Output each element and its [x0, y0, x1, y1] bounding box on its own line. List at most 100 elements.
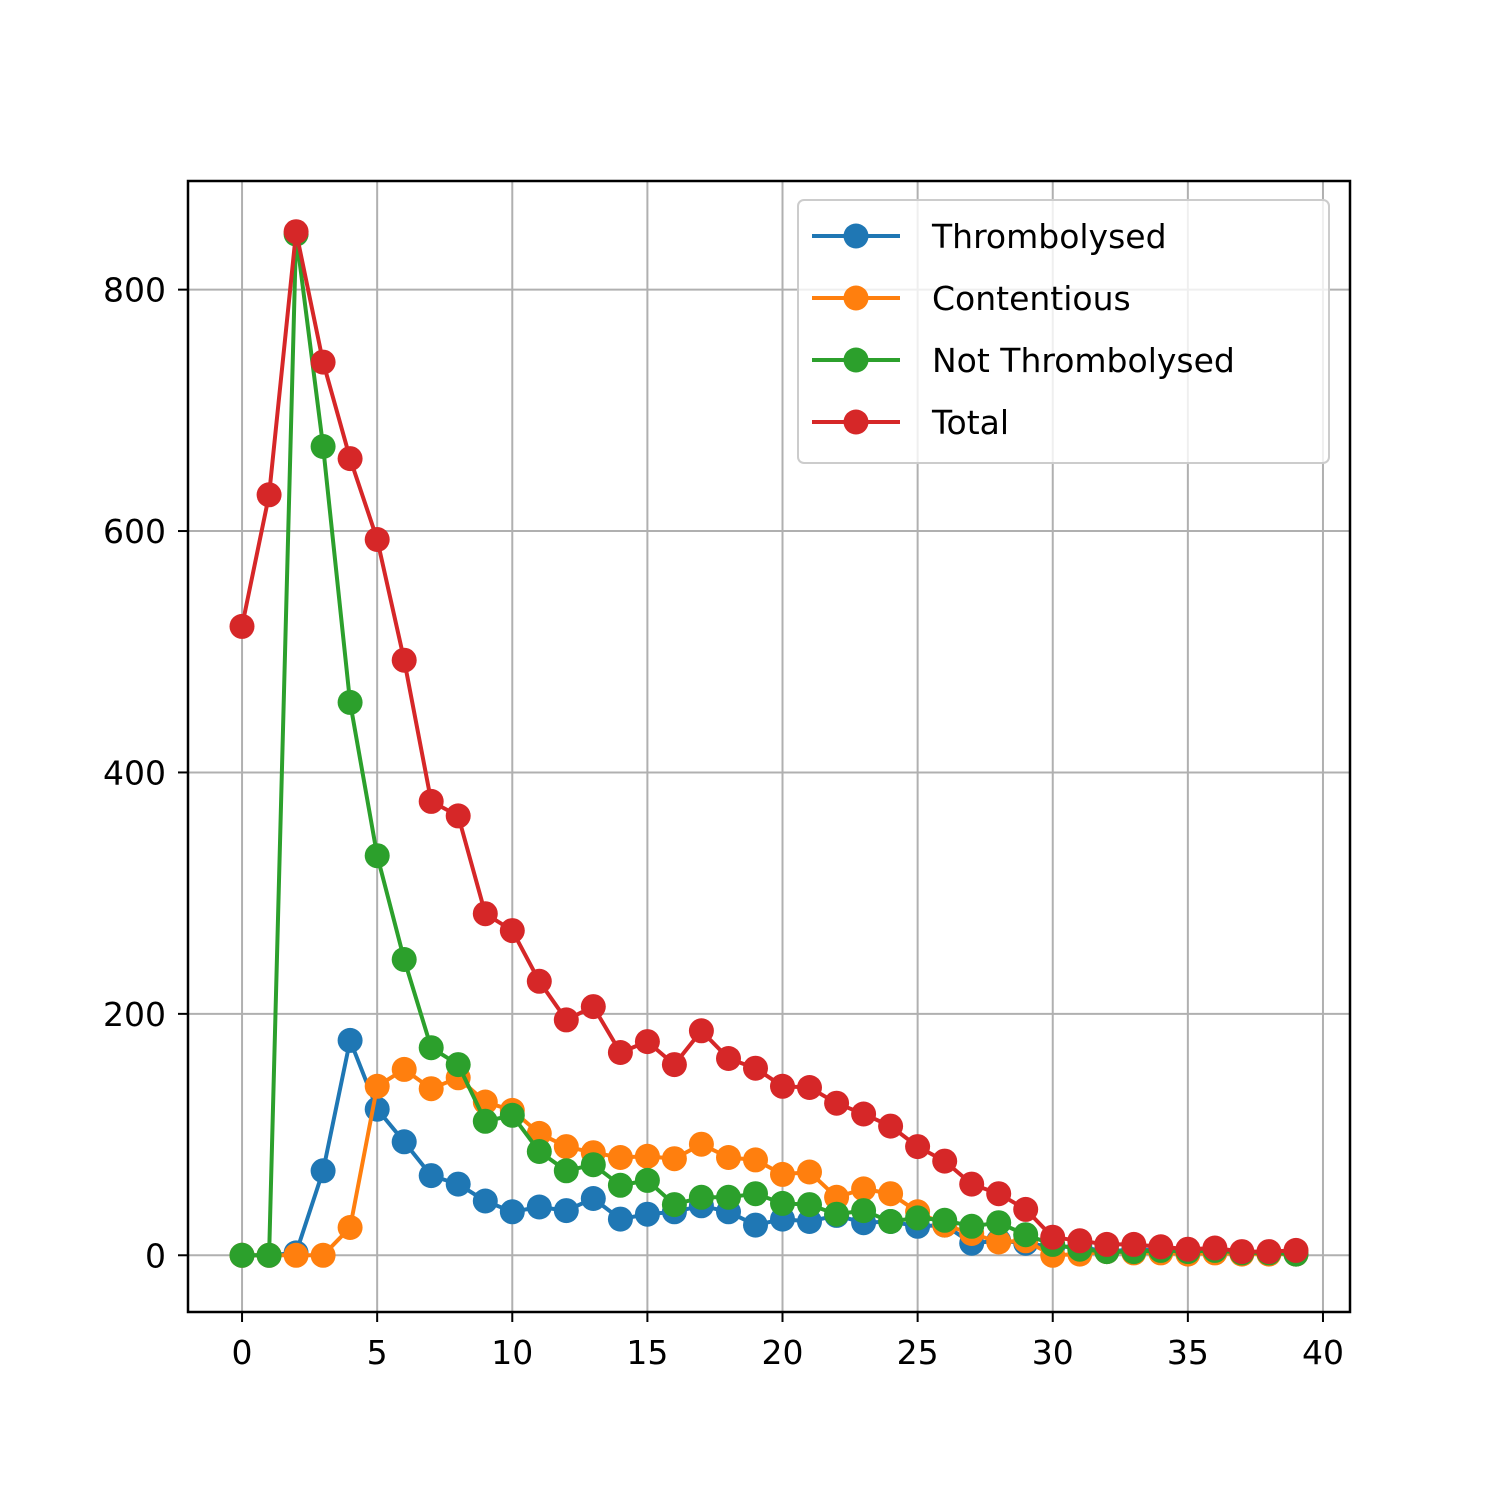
data-point-total [580, 994, 606, 1020]
legend-box [797, 199, 1330, 464]
data-point-contentious [391, 1056, 417, 1082]
data-point-total [418, 788, 444, 814]
data-point-total [607, 1040, 633, 1065]
data-point-thrombolysed [634, 1201, 660, 1227]
data-point-contentious [364, 1073, 390, 1099]
data-point-thrombolysed [472, 1188, 498, 1214]
data-point-contentious [797, 1159, 822, 1185]
data-point-thrombolysed [310, 1158, 336, 1184]
series-layer [229, 219, 1309, 1268]
data-point-not-thrombolysed [526, 1139, 552, 1164]
x-tick-label: 15 [626, 1333, 668, 1372]
data-point-not-thrombolysed [716, 1184, 741, 1210]
data-point-contentious [851, 1176, 877, 1202]
data-point-not-thrombolysed [607, 1172, 633, 1198]
data-point-total [1094, 1231, 1120, 1257]
legend-label: Not Thrombolysed [932, 341, 1235, 380]
y-tick-label: 200 [103, 995, 166, 1034]
data-point-total [1121, 1231, 1147, 1257]
data-point-total [986, 1181, 1012, 1207]
x-tick-label: 10 [491, 1333, 533, 1372]
data-point-total [1067, 1228, 1093, 1254]
data-point-not-thrombolysed [878, 1209, 904, 1234]
x-tick-label: 0 [232, 1333, 253, 1372]
data-point-total [256, 482, 282, 508]
data-point-total [526, 968, 552, 994]
data-point-thrombolysed [607, 1206, 633, 1232]
data-point-contentious [716, 1145, 741, 1170]
data-point-not-thrombolysed [310, 434, 336, 459]
data-point-not-thrombolysed [824, 1201, 850, 1227]
data-point-not-thrombolysed [851, 1198, 877, 1224]
x-tick-label: 35 [1167, 1333, 1209, 1372]
data-point-total [283, 219, 309, 245]
data-point-total [851, 1101, 877, 1127]
legend-marker [843, 223, 869, 249]
data-point-not-thrombolysed [364, 843, 390, 869]
y-tick-label: 800 [103, 271, 166, 310]
y-tick-label: 400 [103, 753, 166, 792]
data-point-thrombolysed [580, 1186, 606, 1211]
legend-label: Thrombolysed [931, 217, 1167, 256]
data-point-total [337, 446, 363, 472]
legend-item-total: Total [812, 403, 1009, 442]
data-point-contentious [526, 1120, 552, 1146]
data-point-not-thrombolysed [418, 1035, 444, 1061]
data-point-total [878, 1113, 904, 1139]
data-point-thrombolysed [743, 1212, 768, 1238]
data-point-not-thrombolysed [905, 1205, 931, 1231]
data-point-total [770, 1073, 795, 1099]
x-tick-label: 20 [762, 1333, 804, 1372]
x-tick-label: 30 [1032, 1333, 1074, 1372]
data-point-not-thrombolysed [472, 1108, 498, 1134]
data-point-not-thrombolysed [391, 947, 417, 972]
data-point-thrombolysed [499, 1199, 525, 1225]
data-point-thrombolysed [526, 1194, 552, 1220]
data-point-total [391, 647, 417, 673]
data-point-total [364, 527, 390, 552]
data-point-contentious [661, 1146, 687, 1172]
data-point-total [1202, 1235, 1228, 1261]
data-point-total [1175, 1236, 1201, 1262]
data-point-total [472, 901, 498, 927]
data-point-not-thrombolysed [986, 1210, 1012, 1236]
legend-item-not-thrombolysed: Not Thrombolysed [812, 341, 1235, 380]
data-point-thrombolysed [553, 1198, 579, 1224]
series-line-total [240, 229, 1297, 1254]
data-point-contentious [310, 1242, 336, 1268]
legend: Thrombolysed Contentious Not Thrombolysed T… [797, 199, 1330, 464]
data-point-thrombolysed [445, 1171, 471, 1197]
data-point-total [1148, 1234, 1174, 1260]
x-tick-label: 5 [367, 1333, 388, 1372]
data-point-thrombolysed [391, 1129, 417, 1155]
data-point-not-thrombolysed [932, 1207, 958, 1233]
data-point-not-thrombolysed [797, 1192, 822, 1218]
data-point-not-thrombolysed [580, 1152, 606, 1178]
data-point-total [1283, 1237, 1309, 1263]
data-point-contentious [634, 1143, 660, 1169]
data-point-total [1256, 1239, 1282, 1265]
data-point-total [229, 613, 255, 639]
data-point-contentious [418, 1076, 444, 1102]
data-point-thrombolysed [337, 1027, 363, 1053]
data-point-total [445, 803, 471, 829]
data-point-not-thrombolysed [661, 1192, 687, 1218]
data-point-not-thrombolysed [337, 689, 363, 715]
data-point-contentious [986, 1229, 1012, 1255]
data-point-total [310, 349, 336, 375]
data-point-contentious [878, 1181, 904, 1207]
data-point-contentious [688, 1131, 714, 1157]
data-point-not-thrombolysed [445, 1052, 471, 1078]
legend-label: Total [931, 403, 1009, 442]
x-tick-label: 25 [897, 1333, 939, 1372]
data-point-contentious [607, 1145, 633, 1170]
data-point-not-thrombolysed [688, 1184, 714, 1210]
legend-item-contentious: Contentious [812, 279, 1131, 318]
plot-frame [186, 179, 1352, 1314]
data-point-contentious [553, 1134, 579, 1160]
data-point-not-thrombolysed [743, 1181, 768, 1207]
data-point-not-thrombolysed [1013, 1222, 1039, 1248]
x-tick-label: 40 [1302, 1333, 1344, 1372]
